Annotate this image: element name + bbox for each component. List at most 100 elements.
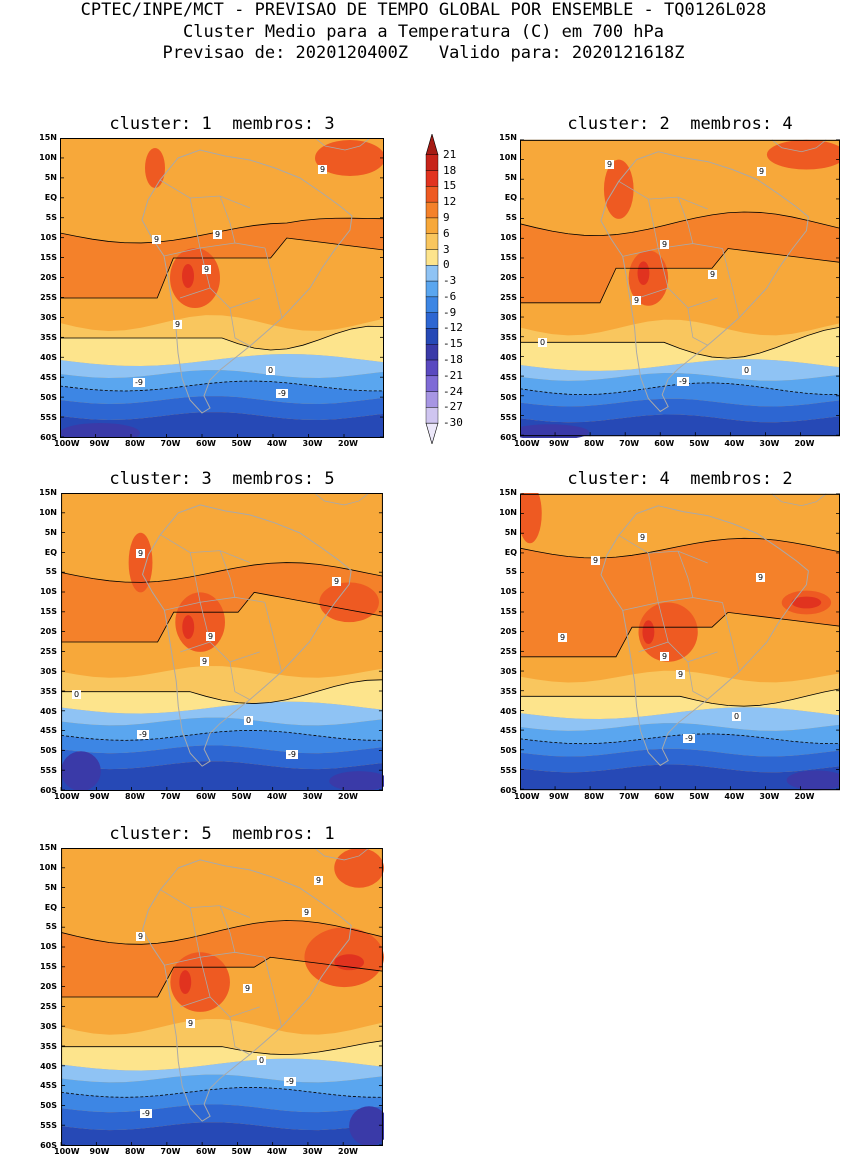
band-0-3	[60, 326, 384, 366]
south-america-outline	[141, 859, 352, 1122]
band-m3-0	[60, 354, 384, 378]
lat-label: 60S	[40, 1141, 57, 1150]
lat-label: 25S	[500, 646, 517, 656]
contour-label: 9	[558, 633, 568, 642]
country-border-0	[618, 180, 708, 210]
lat-label: 25S	[40, 293, 57, 302]
lon-label: 70W	[160, 439, 181, 448]
lat-label: 15S	[500, 607, 517, 617]
contour-label: 9	[314, 876, 324, 885]
contour-label: 9	[632, 296, 642, 305]
lat-label: 60S	[40, 786, 57, 795]
lat-label: EQ	[44, 193, 57, 202]
coast-africa	[771, 139, 827, 153]
cold-core-0	[61, 751, 101, 791]
contour-0	[60, 325, 384, 351]
country-border-4	[687, 661, 708, 700]
colorbar-label: 3	[443, 242, 450, 256]
country-border-6	[677, 196, 694, 244]
country-border-3	[180, 641, 211, 653]
country-border-4	[687, 307, 708, 346]
country-border-2	[657, 602, 718, 663]
lat-label: 5S	[45, 567, 57, 577]
contour-label: 9	[676, 670, 686, 679]
band-m15-m12	[520, 764, 840, 791]
colorbar-label: 0	[443, 258, 450, 272]
band-m3-0	[520, 359, 840, 381]
country-border-5	[264, 957, 282, 1027]
lon-label: 30W	[302, 792, 323, 801]
lat-label: 25S	[500, 293, 517, 302]
lat-label: 45S	[500, 726, 517, 736]
lon-label: 40W	[267, 1147, 287, 1156]
band-9-12	[520, 538, 840, 657]
colorbar-segment	[425, 154, 439, 171]
map-panel-cluster-1	[60, 138, 384, 438]
lat-label: 35S	[500, 333, 517, 342]
map-frame	[61, 848, 383, 1146]
lon-label: 40W	[267, 792, 287, 801]
coast-africa	[314, 848, 370, 861]
hot-core-1	[334, 848, 384, 888]
lat-label: 5N	[504, 173, 517, 182]
contour-0	[61, 1040, 383, 1056]
country-border-0	[160, 534, 250, 563]
lon-label: 100W	[54, 439, 80, 448]
colorbar-segment	[425, 265, 439, 282]
lat-label: 15N	[499, 133, 517, 142]
contour-m9	[61, 730, 383, 741]
country-border-7	[189, 197, 201, 249]
lon-label: 70W	[619, 439, 640, 448]
lat-label: 10N	[39, 507, 57, 517]
contour-label: 9	[243, 984, 253, 993]
contour-label: 9	[213, 230, 223, 239]
band-m15-m12	[61, 761, 383, 791]
contour-label: -9	[140, 1109, 152, 1118]
hot-core-1	[766, 139, 840, 170]
coast-africa	[314, 138, 371, 151]
lat-label: EQ	[44, 902, 57, 912]
lon-label: 60W	[196, 1147, 216, 1156]
hottest-core-0	[642, 620, 655, 644]
contour-9-south	[61, 956, 383, 998]
lat-label: 50S	[40, 746, 57, 756]
lat-label: 5N	[44, 882, 57, 892]
contour-label: 9	[756, 573, 766, 582]
lat-label: 10S	[40, 587, 57, 597]
colorbar-segment	[425, 328, 439, 345]
contour-label: 0	[538, 338, 548, 347]
hottest-core-0	[182, 264, 194, 288]
contour-9-north	[61, 562, 383, 583]
lat-label: 40S	[40, 353, 57, 362]
header-line-1: CPTEC/INPE/MCT - PREVISAO DE TEMPO GLOBA…	[80, 0, 767, 20]
lat-label: 30S	[40, 1021, 57, 1031]
colorbar-label: -15	[443, 337, 463, 351]
cold-core-0	[520, 424, 590, 438]
map-panel-cluster-3	[60, 493, 384, 791]
band-3-6	[520, 319, 840, 359]
lon-label: 20W	[794, 792, 815, 801]
lat-label: 5N	[44, 173, 57, 182]
lat-label: 5N	[44, 527, 57, 537]
band-9-12	[520, 211, 840, 303]
lat-label: 60S	[500, 786, 517, 795]
contour-label: 9	[708, 270, 718, 279]
colorbar-label: -6	[443, 289, 457, 303]
hot-core-2	[145, 148, 165, 188]
lat-label: 40S	[500, 706, 517, 716]
lat-label: 55S	[40, 766, 57, 776]
map-panel-cluster-4	[520, 493, 840, 791]
country-border-4	[229, 307, 251, 347]
hottest-core-0	[637, 261, 650, 286]
lat-label: 10S	[500, 233, 517, 242]
lon-label: 100W	[54, 792, 80, 801]
country-border-0	[159, 179, 251, 209]
contour-label: 0	[732, 712, 742, 721]
panel-title-3: cluster: 3 membros: 5	[109, 469, 335, 489]
lat-label: 30S	[40, 666, 57, 676]
lat-label: 30S	[500, 666, 517, 676]
lat-label: 10S	[40, 233, 57, 242]
contour-9-south	[60, 237, 384, 299]
contour-label: 9	[186, 1019, 196, 1028]
contour-0	[61, 679, 383, 704]
